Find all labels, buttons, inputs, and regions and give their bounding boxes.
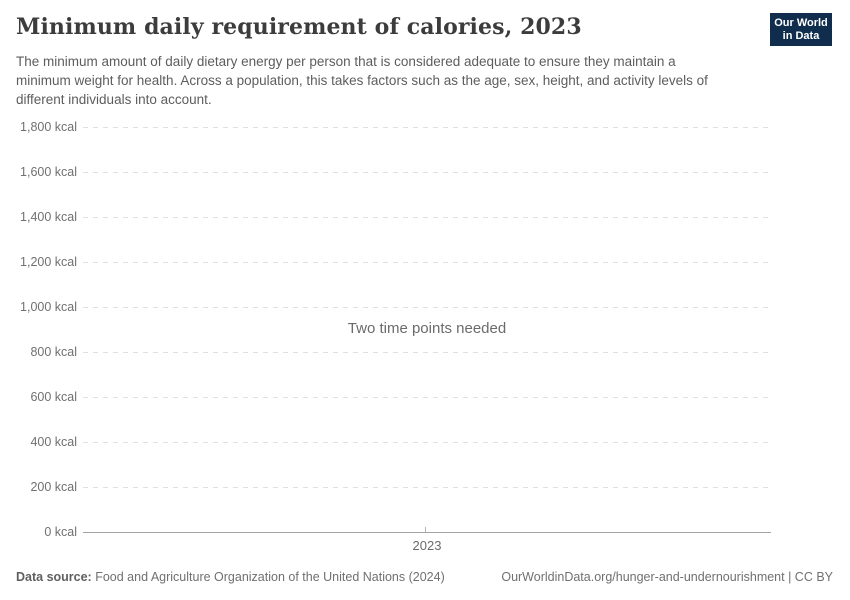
y-axis-tick-label: 1,000 kcal [20, 300, 77, 314]
data-source-value: Food and Agriculture Organization of the… [95, 570, 445, 584]
gridline [83, 352, 771, 353]
y-axis-tick-label: 1,400 kcal [20, 210, 77, 224]
chart-footer: Data source: Food and Agriculture Organi… [16, 569, 833, 585]
owid-logo-line1: Our World [774, 16, 828, 29]
x-axis-baseline [83, 532, 771, 533]
x-axis-tick [425, 527, 426, 532]
empty-chart-message: Two time points needed [347, 320, 507, 337]
page-title: Minimum daily requirement of calories, 2… [16, 14, 582, 40]
y-axis-tick-label: 600 kcal [30, 390, 77, 404]
chart-subtitle: The minimum amount of daily dietary ener… [16, 54, 708, 107]
y-axis-tick-label: 400 kcal [30, 435, 77, 449]
gridline [83, 307, 771, 308]
y-axis-tick-label: 800 kcal [30, 345, 77, 359]
y-axis-tick-label: 1,200 kcal [20, 255, 77, 269]
data-source: Data source: Food and Agriculture Organi… [16, 569, 445, 585]
y-axis-tick-label: 0 kcal [44, 525, 77, 539]
y-axis-tick-label: 1,600 kcal [20, 165, 77, 179]
gridline [83, 262, 771, 263]
gridline [83, 217, 771, 218]
y-axis-tick-label: 200 kcal [30, 480, 77, 494]
footer-citation-link[interactable]: OurWorldinData.org/hunger-and-undernouri… [501, 570, 833, 584]
x-axis-tick-label: 2023 [412, 538, 442, 553]
y-axis-tick-label: 1,800 kcal [20, 120, 77, 134]
gridline [83, 172, 771, 173]
owid-logo-line2: in Data [782, 29, 820, 42]
owid-logo[interactable]: Our World in Data [770, 13, 832, 46]
gridline [83, 127, 771, 128]
gridline [83, 487, 771, 488]
gridline [83, 442, 771, 443]
gridline [83, 397, 771, 398]
owid-logo-navy-box: Our World in Data [770, 13, 832, 46]
data-source-label: Data source: [16, 570, 92, 584]
